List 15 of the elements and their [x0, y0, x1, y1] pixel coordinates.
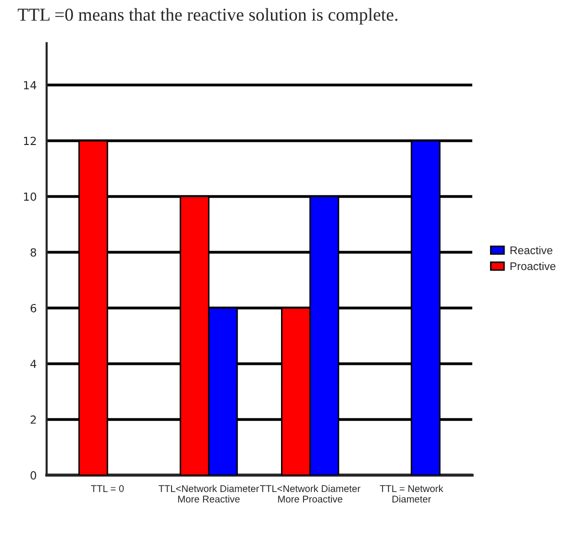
y-tick-label: 12: [24, 136, 36, 145]
y-tick-label: 10: [24, 192, 36, 201]
y-tick-label: 2: [30, 415, 36, 424]
legend-label: Reactive: [510, 246, 552, 254]
chart-title: TTL =0 means that the reactive solution is complete.: [18, 8, 398, 24]
x-tick-label: TTL<Network Diameter More Proactive: [260, 484, 360, 503]
x-tick-label: TTL = 0: [90, 485, 124, 492]
y-tick-label: 8: [30, 248, 36, 257]
x-tick-label: TTL<Network Diameter More Reactive: [158, 484, 259, 503]
y-tick-label: 14: [24, 81, 36, 90]
x-tick-label: TTL = Network Diameter: [380, 484, 444, 503]
y-tick-label: 4: [30, 360, 36, 368]
y-tick-label: 6: [30, 304, 36, 312]
y-tick-label: 0: [30, 471, 36, 480]
legend-label: Proactive: [510, 262, 556, 270]
